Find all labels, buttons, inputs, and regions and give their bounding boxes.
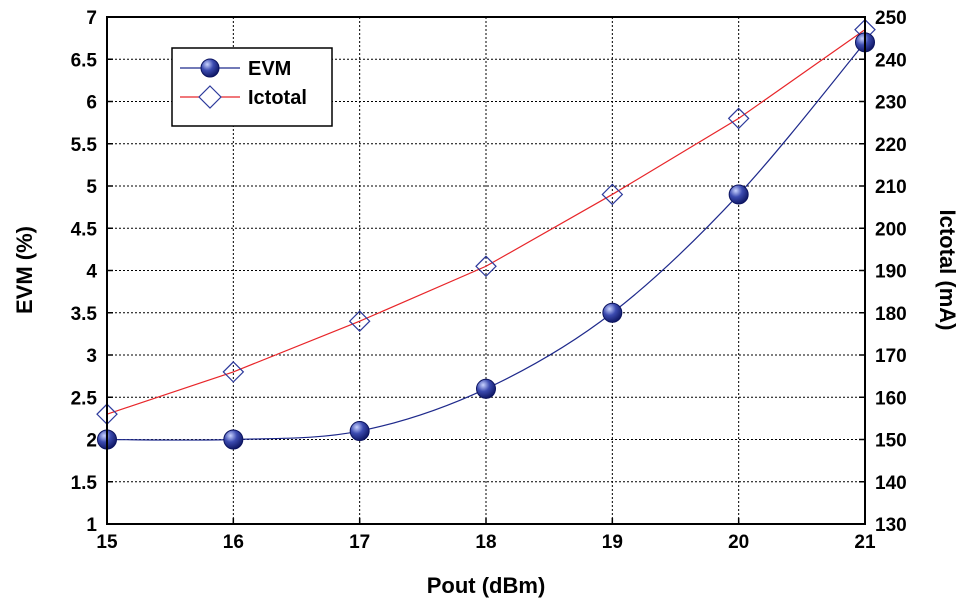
y-left-tick-label: 4.5 (71, 219, 98, 240)
x-axis-title: Pout (dBm) (427, 573, 546, 598)
plot-frame (106, 16, 866, 525)
y-right-tick-label: 240 (875, 50, 907, 71)
tick-labels: 15 16 17 18 19 20 21 1 1.5 2 2.5 3 3.5 4 4.5 5 5.5 6 6.5 7 1… (71, 8, 907, 553)
y-left-tick-label: 6 (86, 93, 97, 114)
y-right-tick-label: 160 (875, 388, 907, 409)
x-tick-label: 21 (854, 532, 876, 553)
legend-evm-marker (200, 58, 220, 78)
y-left-tick-label: 1.5 (71, 473, 98, 494)
legend-ictotal-marker (198, 85, 222, 109)
y-right-tick-label: 170 (875, 346, 907, 367)
y-right-tick-label: 180 (875, 304, 907, 325)
y-left-tick-label: 6.5 (71, 50, 98, 71)
y-right-tick-label: 140 (875, 473, 907, 494)
evm-point (602, 302, 623, 323)
evm-point (223, 429, 244, 450)
ictotal-point (348, 310, 371, 333)
x-tick-label: 18 (475, 532, 496, 553)
x-tick-label: 20 (728, 532, 749, 553)
y-right-tick-label: 230 (875, 93, 907, 114)
x-tick-label: 19 (602, 532, 623, 553)
y-axis-title-right: Ictotal (mA) (935, 210, 960, 331)
x-tick-label: 15 (96, 532, 118, 553)
y-left-tick-label: 3 (86, 346, 97, 367)
y-left-tick-label: 5 (86, 177, 97, 198)
y-right-tick-label: 220 (875, 135, 907, 156)
ictotal-point (601, 183, 624, 206)
legend-ictotal-label: Ictotal (248, 87, 307, 109)
y-left-tick-label: 2 (86, 431, 97, 452)
ictotal-point (222, 361, 245, 383)
legend-evm-label: EVM (248, 58, 291, 80)
y-right-tick-label: 190 (875, 262, 907, 283)
x-tick-label: 17 (349, 532, 370, 553)
evm-point (728, 184, 749, 205)
legend: EVM Ictotal (171, 47, 333, 127)
ictotal-point (475, 255, 497, 278)
y-left-tick-label: 5.5 (71, 135, 98, 156)
ictotal-line (106, 29, 866, 415)
y-axis-title-left: EVM (%) (12, 226, 37, 314)
y-left-tick-label: 2.5 (71, 388, 98, 409)
evm-point (476, 378, 496, 399)
y-left-tick-label: 1 (86, 515, 97, 536)
legend-box (171, 47, 333, 127)
y-left-tick-label: 3.5 (71, 304, 98, 325)
y-right-tick-label: 150 (875, 431, 907, 452)
y-right-tick-label: 210 (875, 177, 907, 198)
y-right-tick-label: 200 (875, 219, 907, 240)
y-left-tick-label: 7 (86, 8, 97, 29)
y-right-tick-label: 250 (875, 8, 907, 29)
y-right-tick-label: 130 (875, 515, 907, 536)
evm-point (349, 421, 370, 442)
x-tick-label: 16 (223, 532, 244, 553)
ictotal-point (727, 107, 750, 130)
y-left-tick-label: 4 (86, 262, 97, 283)
